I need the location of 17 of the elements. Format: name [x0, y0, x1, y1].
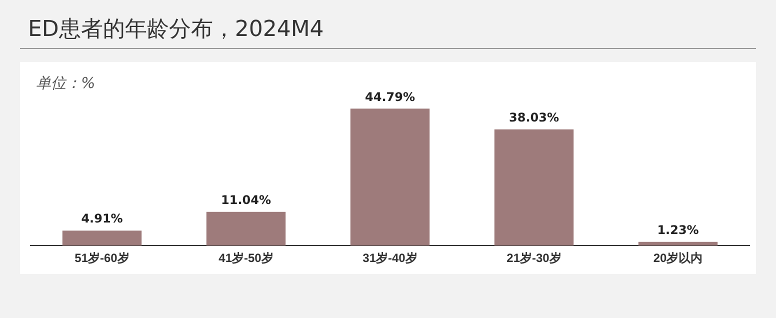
- data-label: 4.91%: [81, 212, 123, 226]
- chart-title: ED患者的年龄分布，2024M4: [28, 16, 324, 44]
- bar: [494, 129, 574, 246]
- bar: [62, 230, 142, 246]
- x-tick-label: 21岁-30岁: [506, 251, 562, 266]
- data-label: 44.79%: [365, 90, 415, 104]
- bar: [638, 242, 718, 246]
- data-label: 11.04%: [221, 192, 271, 207]
- x-tick-label: 41岁-50岁: [218, 251, 274, 266]
- x-tick-label: 20岁以内: [653, 251, 703, 266]
- bar: [206, 212, 286, 246]
- x-tick-label: 31岁-40岁: [362, 251, 418, 266]
- data-label: 38.03%: [509, 110, 559, 124]
- x-tick-label: 51岁-60岁: [74, 251, 130, 266]
- bar: [350, 108, 430, 246]
- data-label: 1.23%: [657, 222, 699, 237]
- text: 单位：%: [36, 74, 96, 93]
